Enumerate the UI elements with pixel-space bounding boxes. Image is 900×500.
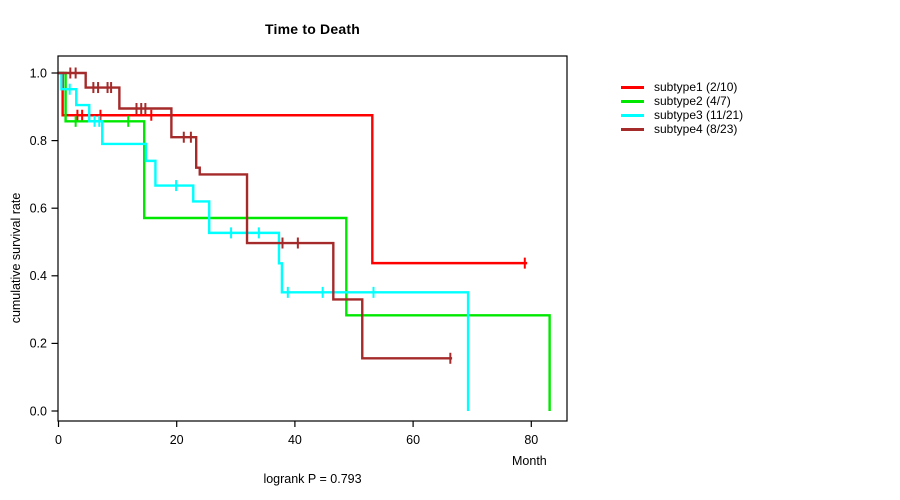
y-tick-label: 1.0	[30, 66, 47, 80]
legend-item-subtype2: subtype2 (4/7)	[621, 94, 743, 108]
x-tick-label: 60	[406, 433, 420, 447]
legend-line-swatch	[621, 99, 644, 103]
legend: subtype1 (2/10) subtype2 (4/7) subtype3 (1…	[621, 80, 743, 136]
series-subtype4	[58, 67, 453, 364]
x-tick-label: 0	[55, 433, 62, 447]
x-tick-label: 80	[524, 433, 538, 447]
y-tick-label: 0.2	[30, 337, 47, 351]
x-tick-label: 20	[170, 433, 184, 447]
logrank-p-value: logrank P = 0.793	[263, 472, 362, 486]
series-subtype3	[58, 71, 470, 411]
plot-box	[57, 55, 568, 422]
legend-label: subtype1 (2/10)	[654, 80, 738, 94]
legend-label: subtype4 (8/23)	[654, 122, 738, 136]
x-axis: 0 20 40 60 80	[55, 421, 538, 447]
x-axis-label: Month	[512, 454, 547, 468]
legend-label: subtype2 (4/7)	[654, 94, 731, 108]
series-subtype1	[58, 71, 528, 269]
legend-item-subtype1: subtype1 (2/10)	[621, 80, 743, 94]
legend-item-subtype3: subtype3 (11/21)	[621, 108, 743, 122]
page-title: Time to Death	[265, 21, 360, 37]
y-tick-label: 0.0	[30, 404, 47, 418]
legend-label: subtype3 (11/21)	[654, 108, 744, 122]
x-tick-label: 40	[288, 433, 302, 447]
legend-line-swatch	[621, 113, 644, 117]
survival-curve-subtype4	[58, 71, 453, 360]
survival-curve-subtype3	[58, 71, 470, 411]
y-tick-label: 0.6	[30, 202, 47, 216]
y-tick-label: 0.4	[30, 269, 47, 283]
survival-curve-subtype1	[58, 71, 528, 265]
legend-line-swatch	[621, 127, 644, 131]
y-axis: 1.0 0.8 0.6 0.4 0.2 0.0	[30, 66, 58, 418]
y-tick-label: 0.8	[30, 134, 47, 148]
legend-item-subtype4: subtype4 (8/23)	[621, 122, 743, 136]
legend-line-swatch	[621, 85, 644, 89]
